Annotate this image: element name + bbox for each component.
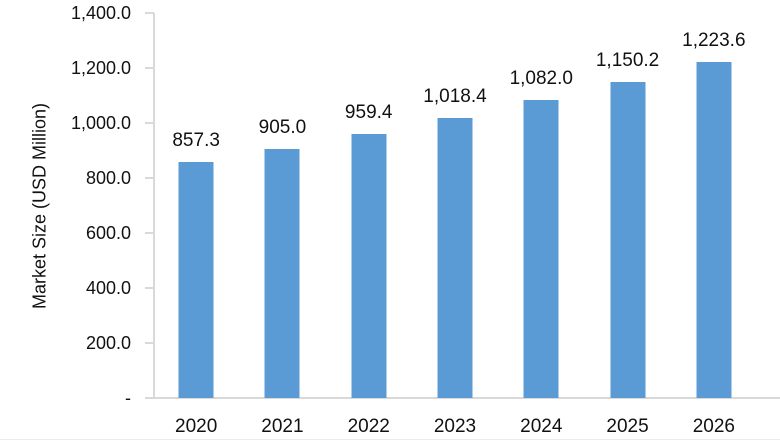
y-tick-mark	[145, 67, 154, 69]
bar-slot-2020: 857.3	[153, 13, 239, 398]
bar-2023	[437, 117, 473, 398]
y-tick-mark	[145, 12, 154, 14]
bar-slot-2022: 959.4	[326, 13, 412, 398]
data-label-2022: 959.4	[344, 102, 393, 124]
bar-slot-2023: 1,018.4	[412, 13, 498, 398]
data-label-2021: 905.0	[258, 117, 307, 139]
y-tick-label: 1,400.0	[70, 3, 131, 23]
x-label-2021: 2021	[261, 416, 304, 437]
data-label-2020: 857.3	[172, 130, 220, 152]
y-tick-label: 1,000.0	[70, 113, 131, 133]
y-tick-mark	[145, 342, 154, 344]
x-axis-labels: 2020 2021 2022 2023 2024 2025 2026	[153, 414, 757, 440]
y-tick-label: 1,200.0	[70, 58, 131, 78]
y-tick-label: 600.0	[85, 223, 131, 243]
bar-2021	[264, 149, 300, 398]
y-tick-mark	[145, 232, 154, 234]
y-tick-mark	[145, 177, 154, 179]
y-tick-label: 400.0	[85, 278, 131, 298]
bar-slot-2021: 905.0	[239, 13, 325, 398]
data-label-2024: 1,082.0	[509, 68, 573, 90]
data-label-2026: 1,223.6	[682, 29, 746, 51]
bar-slot-2025: 1,150.2	[584, 13, 670, 398]
y-tick-mark	[145, 287, 154, 289]
x-label-2024: 2024	[520, 416, 563, 437]
bar-2024	[523, 100, 559, 398]
x-label-2020: 2020	[175, 416, 218, 437]
x-label-2025: 2025	[606, 416, 649, 437]
bar-slot-2026: 1,223.6	[671, 13, 757, 398]
y-tick-label: 800.0	[85, 168, 131, 188]
bar-2022	[351, 134, 387, 398]
plot-area: 857.3 905.0 959.4 1,018.4 1,082.0 1,150.2 1,22…	[153, 13, 757, 398]
bar-slot-2024: 1,082.0	[498, 13, 584, 398]
data-label-2023: 1,018.4	[423, 85, 487, 107]
y-axis-tick-labels: - 200.0 400.0 600.0 800.0 1,000.0 1,200.0 1,400…	[0, 0, 131, 440]
y-tick-mark	[145, 122, 154, 124]
y-tick-label: -	[125, 388, 131, 408]
bar-2025	[610, 81, 646, 398]
x-label-2026: 2026	[692, 416, 735, 437]
data-label-2025: 1,150.2	[595, 49, 660, 71]
bar-2020	[178, 162, 214, 398]
x-label-2022: 2022	[347, 416, 390, 437]
y-axis-line	[153, 13, 155, 399]
x-axis-line	[145, 397, 780, 399]
y-tick-label: 200.0	[85, 333, 131, 353]
x-label-2023: 2023	[433, 416, 477, 437]
bar-2026	[696, 61, 732, 398]
